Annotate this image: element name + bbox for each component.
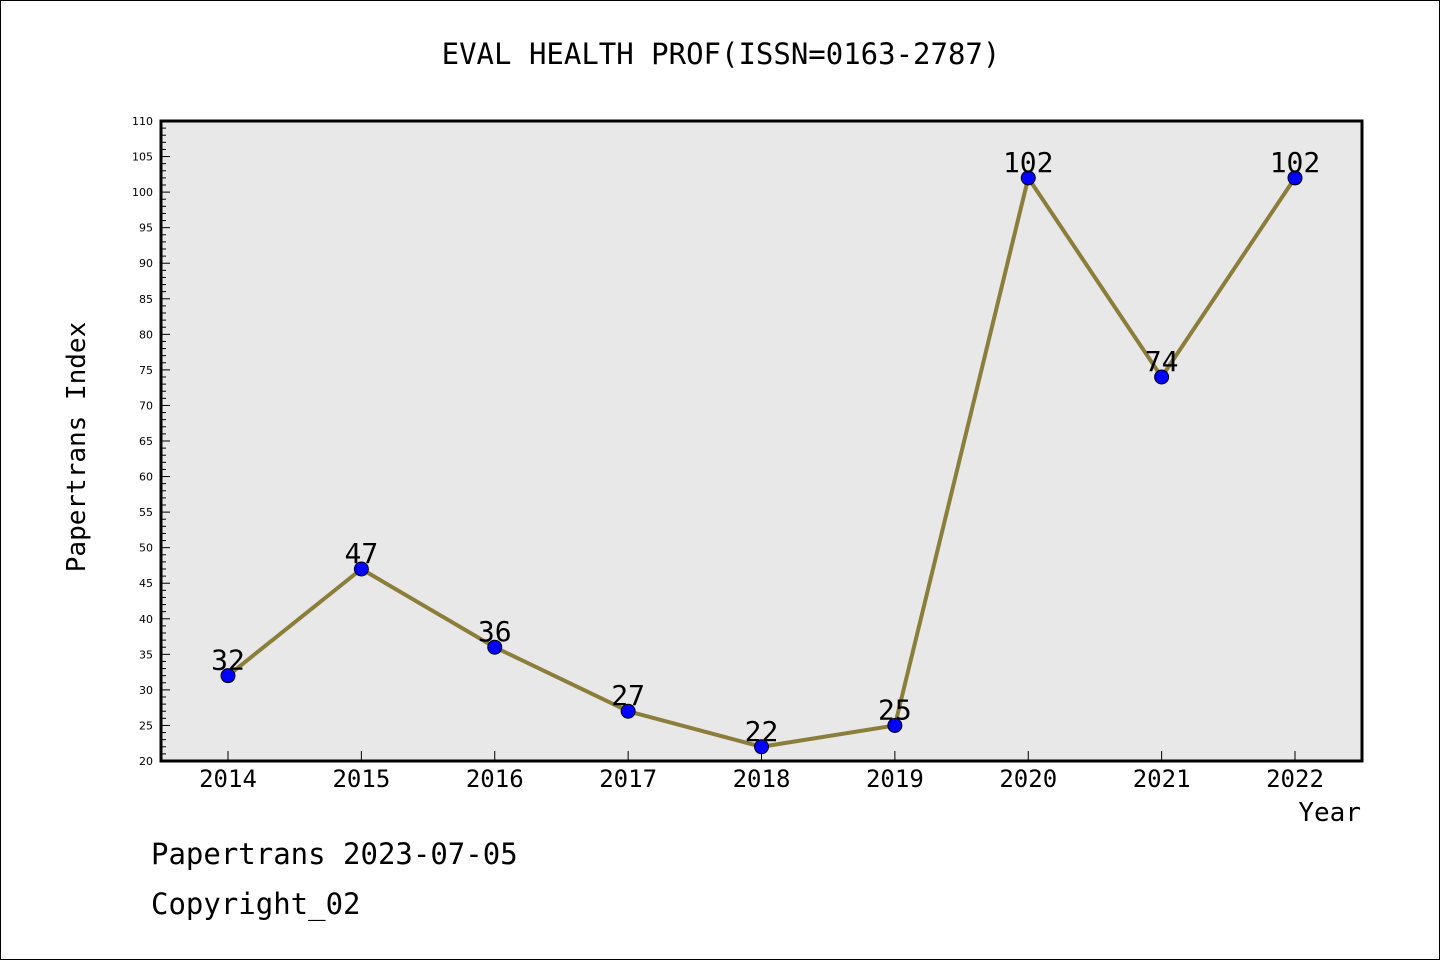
series-group [220,170,1303,755]
y-tick-label: 35 [139,648,153,661]
y-tick-label: 55 [139,506,153,519]
data-label: 102 [1003,146,1054,179]
y-tick-label: 45 [139,577,153,590]
y-tick-label: 110 [132,115,153,128]
x-axis-label: Year [1298,798,1361,828]
data-point [754,739,769,755]
data-point [487,639,503,655]
chart-title: EVAL HEALTH PROF(ISSN=0163-2787) [441,37,1001,71]
data-label: 27 [611,679,645,712]
data-point [1154,369,1170,385]
y-tick-label: 25 [139,719,153,732]
y-axis: 20 25 30 35 40 45 50 55 60 65 70 75 80 85 90 95 100 105 11… [132,115,170,768]
y-tick-label: 90 [139,257,153,270]
y-tick-label: 95 [139,222,153,235]
y-tick-label: 85 [139,293,153,306]
x-tick-label: 2017 [599,765,657,793]
data-label: 47 [345,537,379,570]
data-label: 22 [745,715,779,748]
data-point [1287,170,1303,186]
x-tick-label: 2019 [866,765,924,793]
x-tick-label: 2015 [332,765,390,793]
x-tick-label: 2018 [733,765,791,793]
footer-copyright: Copyright_02 [151,887,361,921]
x-tick-label: 2020 [999,765,1057,793]
footer-date: Papertrans 2023-07-05 [151,837,518,871]
y-axis-label: Papertrans Index [62,322,92,572]
y-tick-label: 60 [139,471,153,484]
y-tick-label: 40 [139,613,153,626]
y-tick-label: 105 [132,151,153,164]
y-tick-label: 70 [139,399,153,412]
y-tick-label: 30 [139,684,153,697]
y-tick-label: 80 [139,328,153,341]
data-point [887,717,903,733]
x-axis: 2014 2015 2016 2017 2018 2019 2020 2021 2022 [199,751,1324,793]
data-label: 74 [1145,345,1179,378]
y-tick-label: 50 [139,542,153,555]
y-tick-label: 20 [139,755,153,768]
data-label: 25 [878,693,912,726]
data-label: 36 [478,615,512,648]
data-point [1020,170,1036,186]
data-labels: 32 47 36 27 22 25 102 74 102 [211,146,1320,748]
x-tick-label: 2014 [199,765,257,793]
x-tick-label: 2021 [1133,765,1191,793]
y-tick-label: 100 [132,186,153,199]
data-label: 32 [211,644,245,677]
y-tick-label: 65 [139,435,153,448]
data-point [220,668,236,684]
x-tick-label: 2022 [1266,765,1324,793]
y-tick-label: 75 [139,364,153,377]
data-point [620,703,636,719]
plot-area [159,119,1364,763]
x-tick-label: 2016 [466,765,524,793]
data-label: 102 [1270,146,1321,179]
data-point [353,561,369,577]
